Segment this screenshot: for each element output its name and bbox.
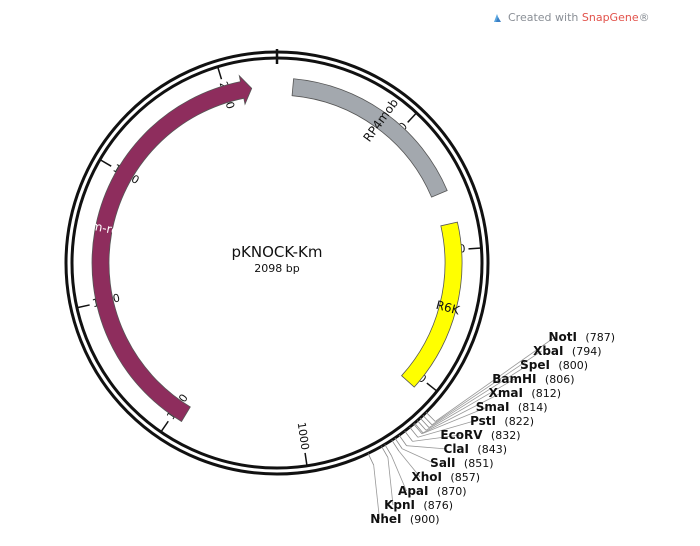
tick-mark-750 bbox=[426, 382, 438, 392]
site-position: (876) bbox=[423, 499, 453, 512]
site-name: PstI bbox=[470, 414, 496, 428]
tick-mark-2000 bbox=[216, 66, 223, 80]
site-name: BamHI bbox=[492, 372, 536, 386]
site-leader-sali bbox=[402, 448, 434, 464]
site-leader-smai bbox=[421, 406, 488, 435]
site-leader-clai bbox=[406, 445, 448, 450]
site-spei[interactable]: (800) SpeI bbox=[520, 358, 588, 372]
site-xbai[interactable]: (794) XbaI bbox=[533, 344, 601, 358]
site-clai[interactable]: (843) ClaI bbox=[444, 442, 507, 456]
site-tick bbox=[398, 434, 407, 446]
feature-r6k[interactable] bbox=[401, 221, 463, 388]
site-name: XhoI bbox=[411, 470, 442, 484]
credit-suffix: ® bbox=[638, 11, 650, 24]
site-leader-xbai bbox=[431, 350, 542, 426]
snapgene-logo-icon bbox=[492, 13, 502, 26]
site-tick bbox=[394, 437, 403, 449]
site-name: SalI bbox=[430, 456, 455, 470]
site-position: (800) bbox=[558, 359, 588, 372]
site-xmai[interactable]: (812) XmaI bbox=[489, 386, 561, 400]
tick-mark-1500 bbox=[76, 304, 90, 309]
site-leader-kpni bbox=[387, 457, 394, 506]
site-bamhi[interactable]: (806) BamHI bbox=[492, 372, 574, 386]
site-name: XmaI bbox=[489, 386, 523, 400]
site-position: (814) bbox=[518, 401, 548, 414]
plasmid-name: pKNOCK-Km bbox=[232, 243, 323, 261]
feature-label-r6k: R6K bbox=[434, 298, 462, 318]
site-tick bbox=[404, 430, 413, 442]
tick-mark-1000 bbox=[304, 452, 308, 466]
site-name: SmaI bbox=[476, 400, 510, 414]
site-noti[interactable]: (787) NotI bbox=[549, 330, 616, 344]
site-leader-ecorv bbox=[412, 434, 461, 442]
credit-brand: SnapGene bbox=[581, 11, 639, 24]
site-apai[interactable]: (870) ApaI bbox=[398, 484, 466, 498]
tick-mark-1250 bbox=[160, 420, 169, 433]
site-tick bbox=[384, 444, 392, 456]
site-nhei[interactable]: (900) NheI bbox=[370, 512, 439, 526]
site-xhoi[interactable]: (857) XhoI bbox=[411, 470, 480, 484]
site-name: XbaI bbox=[533, 344, 563, 358]
site-name: NotI bbox=[549, 330, 578, 344]
credit-prefix: Created with bbox=[508, 11, 579, 24]
site-leader-spei bbox=[428, 364, 529, 428]
site-position: (822) bbox=[504, 415, 534, 428]
site-position: (806) bbox=[545, 373, 575, 386]
site-leader-nhei bbox=[373, 465, 380, 520]
plasmid-size: 2098 bp bbox=[254, 262, 299, 275]
site-leader-noti bbox=[435, 336, 556, 422]
site-name: ClaI bbox=[444, 442, 469, 456]
site-position: (787) bbox=[585, 331, 615, 344]
site-tick bbox=[425, 412, 436, 422]
site-tick bbox=[391, 439, 400, 452]
backbone-ring bbox=[64, 49, 490, 476]
feature-rp4mob[interactable] bbox=[291, 78, 448, 198]
site-position: (843) bbox=[477, 443, 507, 456]
site-position: (900) bbox=[410, 513, 440, 526]
site-leader-bamhi bbox=[425, 378, 515, 431]
site-tick bbox=[381, 446, 389, 458]
site-leader-psti bbox=[417, 420, 475, 438]
site-kpni[interactable]: (876) KpnI bbox=[384, 498, 453, 512]
tick-mark-1750 bbox=[99, 158, 112, 167]
site-smai[interactable]: (814) SmaI bbox=[476, 400, 548, 414]
site-name: ApaI bbox=[398, 484, 428, 498]
tick-mark-500 bbox=[468, 247, 482, 250]
site-tick bbox=[419, 417, 430, 428]
site-position: (857) bbox=[450, 471, 480, 484]
site-name: SpeI bbox=[520, 358, 550, 372]
site-position: (812) bbox=[531, 387, 561, 400]
snapgene-credit: Created with SnapGene® bbox=[492, 11, 650, 26]
feature-km-res[interactable] bbox=[91, 74, 253, 423]
site-leader-xmai bbox=[422, 392, 502, 434]
site-name: KpnI bbox=[384, 498, 415, 512]
site-position: (851) bbox=[464, 457, 494, 470]
site-position: (794) bbox=[572, 345, 602, 358]
site-tick bbox=[417, 420, 427, 431]
site-position: (870) bbox=[437, 485, 467, 498]
site-name: EcoRV bbox=[440, 428, 483, 442]
site-tick bbox=[414, 422, 424, 434]
site-tick bbox=[409, 426, 419, 438]
site-tick bbox=[422, 415, 433, 426]
site-ecorv[interactable]: (832) EcoRV bbox=[440, 428, 520, 442]
site-leader-xhoi bbox=[398, 450, 421, 478]
site-tick bbox=[413, 423, 423, 435]
site-name: NheI bbox=[370, 512, 401, 526]
site-position: (832) bbox=[491, 429, 521, 442]
site-leader-apai bbox=[391, 455, 407, 492]
site-psti[interactable]: (822) PstI bbox=[470, 414, 534, 428]
tick-label-1000: 1000 bbox=[295, 421, 312, 451]
tick-mark-250 bbox=[407, 112, 418, 123]
site-sali[interactable]: (851) SalI bbox=[430, 456, 493, 470]
site-tick bbox=[367, 453, 375, 466]
